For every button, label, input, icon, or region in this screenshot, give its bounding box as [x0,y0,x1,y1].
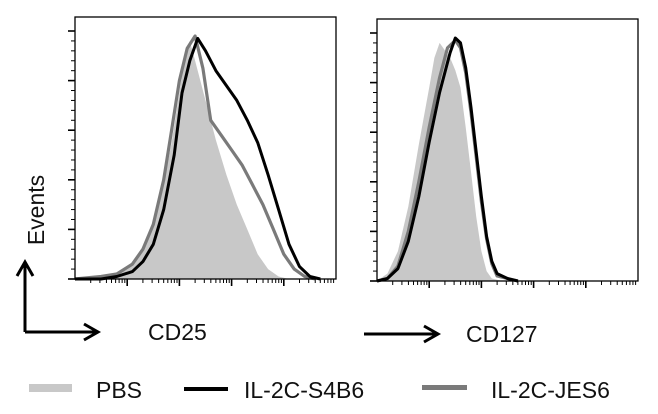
series-il-2c-jes6-line [74,34,316,281]
x-axis-label-cd25: CD25 [148,319,207,345]
series-il-2c-s4b6-line [376,36,519,283]
legend-swatch-pbs [29,384,72,392]
plot-frame [74,16,337,280]
series-pbs-area [75,40,290,280]
legend-swatch-s4b6 [184,387,228,391]
cd127-axis-arrow [364,324,442,344]
legend-label-s4b6: IL-2C-S4B6 [244,377,364,403]
panel-cd25 [68,16,337,286]
panel-cd127 [370,18,639,288]
series-il-2c-s4b6-line [75,36,321,281]
plot-frame [376,18,639,282]
legend-label-jes6: IL-2C-JES6 [491,377,610,403]
legend-label-pbs: PBS [96,377,142,403]
events-axis-arrow [15,258,35,332]
legend: PBS IL-2C-S4B6 IL-2C-JES6 [29,377,610,403]
y-axis-label: Events [23,175,49,245]
legend-swatch-jes6 [422,385,467,390]
series-pbs-area [377,42,503,282]
x-axis-label-cd127: CD127 [466,321,538,347]
cd25-axis-arrow [25,322,102,342]
